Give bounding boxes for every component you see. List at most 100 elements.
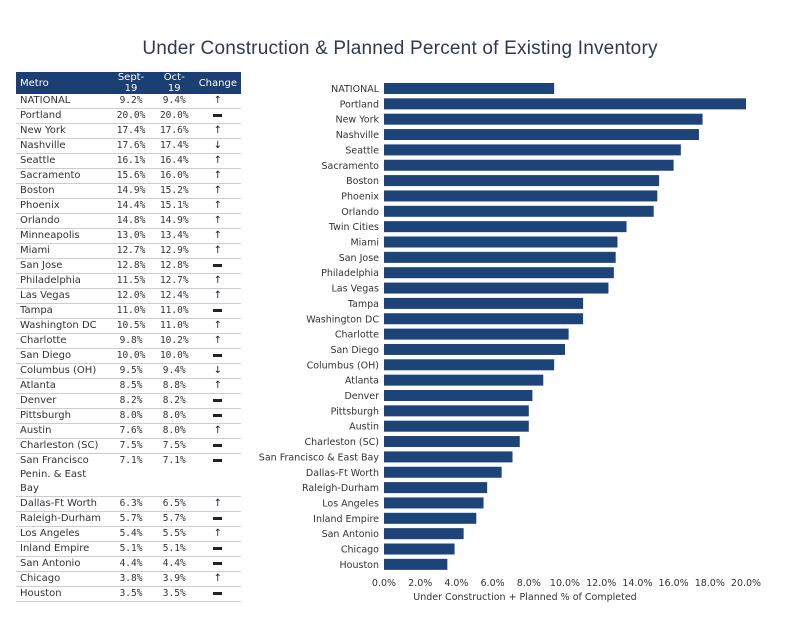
sept-19-cell: 17.4% — [108, 123, 154, 139]
arrow-up-icon: ↑ — [213, 200, 223, 211]
bar — [384, 83, 555, 94]
oct-19-cell: 3.9% — [153, 571, 195, 587]
bar — [384, 436, 520, 448]
metro-cell: Miami — [16, 243, 109, 259]
metro-cell: Nashville — [16, 138, 109, 154]
x-tick-label: 2.0% — [408, 578, 432, 589]
sept-19-cell: 3.8% — [108, 571, 154, 587]
metro-cell: Houston — [16, 586, 109, 602]
category-label: Seattle — [345, 145, 379, 156]
oct-19-cell: 10.2% — [153, 333, 195, 349]
table-row: Columbus (OH) 9.5% 9.4% ↓ — [16, 363, 241, 379]
bar — [384, 482, 488, 494]
arrow-up-icon: ↑ — [213, 95, 223, 106]
table-row: Phoenix 14.4% 15.1% ↑ — [16, 198, 241, 214]
sept-19-cell: 16.1% — [108, 153, 154, 169]
sept-19-cell: 7.5% — [108, 438, 154, 454]
table-row: Nashville 17.6% 17.4% ↓ — [16, 138, 241, 154]
sept-19-cell: 3.5% — [108, 586, 154, 602]
sept-19-cell: 14.9% — [108, 183, 154, 199]
bar — [384, 420, 529, 432]
dash-icon — [213, 263, 223, 267]
category-label: San Jose — [339, 253, 379, 264]
bar-chart: NATIONAL Portland New York Nashville Seattle… — [259, 83, 761, 603]
change-cell: ↑ — [194, 183, 241, 199]
x-tick-label: 16.0% — [659, 578, 689, 589]
category-label: Raleigh-Durham — [302, 483, 379, 494]
oct-19-cell: 15.2% — [153, 183, 195, 199]
category-label: Dallas-Ft Worth — [306, 468, 379, 479]
change-cell: ↑ — [194, 288, 241, 304]
table-row: Charlotte 9.8% 10.2% ↑ — [16, 333, 241, 349]
arrow-up-icon: ↑ — [213, 380, 223, 391]
metro-cell: San Francisco Penin. & East Bay — [16, 453, 109, 497]
oct-19-cell: 11.0% — [153, 318, 195, 334]
dash-icon — [213, 113, 223, 117]
oct-19-cell: 20.0% — [153, 108, 195, 124]
arrow-up-icon: ↑ — [213, 335, 223, 346]
category-label: Houston — [340, 560, 379, 571]
dash-icon — [213, 546, 223, 550]
oct-19-cell: 13.4% — [153, 228, 195, 244]
bar — [384, 190, 658, 202]
arrow-up-icon: ↑ — [213, 245, 223, 256]
change-cell — [194, 108, 241, 124]
sept-19-cell: 12.0% — [108, 288, 154, 304]
change-cell — [194, 393, 241, 409]
category-label: Austin — [349, 422, 379, 433]
table-row: NATIONAL 9.2% 9.4% ↑ — [16, 94, 241, 109]
metro-cell: Orlando — [16, 213, 109, 229]
arrow-up-icon: ↑ — [213, 425, 223, 436]
metro-cell: Boston — [16, 183, 109, 199]
sept-19-cell: 9.2% — [108, 94, 154, 109]
table-row: Los Angeles 5.4% 5.5% ↑ — [16, 526, 241, 542]
sept-19-cell: 5.4% — [108, 526, 154, 542]
change-cell: ↑ — [194, 333, 241, 349]
sept-19-cell: 5.7% — [108, 511, 154, 527]
sept-19-cell: 8.2% — [108, 393, 154, 409]
category-label: Sacramento — [322, 161, 380, 172]
metro-cell: New York — [16, 123, 109, 139]
metro-cell: Chicago — [16, 571, 109, 587]
sept-19-cell: 6.3% — [108, 496, 154, 512]
x-tick-label: 18.0% — [695, 578, 725, 589]
arrow-up-icon: ↑ — [213, 155, 223, 166]
table-row: Minneapolis 13.0% 13.4% ↑ — [16, 228, 241, 244]
dash-icon — [213, 458, 223, 462]
metro-cell: Las Vegas — [16, 288, 109, 304]
header-change: Change — [194, 72, 241, 94]
oct-19-cell: 5.5% — [153, 526, 195, 542]
change-cell — [194, 586, 241, 602]
change-cell: ↑ — [194, 273, 241, 289]
category-label: Orlando — [341, 207, 379, 218]
bar — [384, 313, 584, 325]
change-cell — [194, 258, 241, 274]
oct-19-cell: 12.8% — [153, 258, 195, 274]
sept-19-cell: 10.0% — [108, 348, 154, 364]
oct-19-cell: 5.1% — [153, 541, 195, 557]
category-label: Phoenix — [341, 191, 379, 202]
metro-table: Metro Sept-19 Oct-19 Change NATIONAL 9.2%… — [16, 72, 241, 602]
arrow-up-icon: ↑ — [213, 528, 223, 539]
table-row: Charleston (SC) 7.5% 7.5% — [16, 438, 241, 454]
header-sept-19: Sept-19 — [108, 72, 154, 94]
table-row: Austin 7.6% 8.0% ↑ — [16, 423, 241, 439]
header-oct-19: Oct-19 — [153, 72, 195, 94]
metro-cell: Dallas-Ft Worth — [16, 496, 109, 512]
table-row: Philadelphia 11.5% 12.7% ↑ — [16, 273, 241, 289]
oct-19-cell: 15.1% — [153, 198, 195, 214]
oct-19-cell: 17.6% — [153, 123, 195, 139]
table-row: Houston 3.5% 3.5% — [16, 586, 241, 602]
arrow-up-icon: ↑ — [213, 573, 223, 584]
x-tick-label: 10.0% — [550, 578, 580, 589]
arrow-up-icon: ↑ — [213, 275, 223, 286]
change-cell: ↑ — [194, 228, 241, 244]
chart-title: Under Construction & Planned Percent of … — [142, 38, 658, 59]
metro-cell: Denver — [16, 393, 109, 409]
bar — [384, 144, 681, 156]
category-label: Inland Empire — [313, 514, 379, 525]
change-cell — [194, 303, 241, 319]
bar — [384, 374, 544, 386]
category-label: Pittsburgh — [331, 406, 379, 417]
change-cell — [194, 408, 241, 424]
